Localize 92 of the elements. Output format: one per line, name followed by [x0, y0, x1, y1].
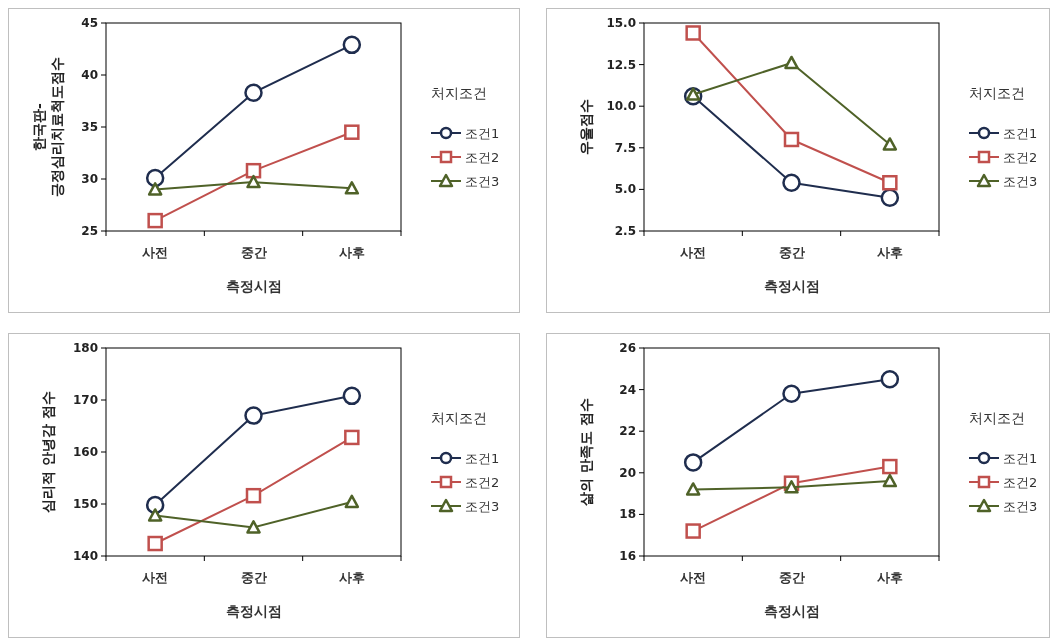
x-tick-label: 사후 [338, 245, 365, 260]
y-tick-label: 180 [72, 341, 98, 355]
point [880, 188, 900, 207]
y-axis-title: 우울점수 [578, 99, 594, 155]
y-tick-label: 40 [81, 68, 98, 82]
point [683, 453, 703, 472]
legend-label: 조건2 [465, 475, 500, 490]
x-tick-label: 중간 [778, 570, 805, 585]
y-tick-label: 35 [81, 120, 98, 134]
x-tick-label: 사전 [680, 570, 707, 585]
y-tick-label: 25 [81, 224, 98, 238]
point [685, 87, 701, 101]
point [147, 212, 163, 229]
point [882, 473, 898, 488]
point [245, 487, 262, 504]
point [784, 55, 799, 70]
x-tick-label: 사전 [142, 570, 169, 585]
point [246, 174, 261, 189]
x-tick-label: 사전 [142, 245, 169, 260]
legend-label: 조건2 [1003, 150, 1038, 165]
point [784, 480, 799, 494]
x-axis-title: 측정시점 [225, 603, 282, 619]
x-tick-label: 사전 [680, 245, 707, 260]
x-axis-title: 측정시점 [225, 278, 282, 294]
point [344, 124, 360, 140]
point [782, 384, 801, 404]
legend-label: 조건1 [465, 451, 500, 466]
y-tick-label: 170 [72, 393, 98, 407]
legend-title: 처지조건 [969, 85, 1025, 101]
y-tick-label: 12.5 [606, 57, 636, 72]
x-axis-title: 측정시점 [763, 603, 820, 619]
legend-label: 조건1 [1003, 126, 1038, 141]
point [882, 458, 898, 475]
y-tick-label: 150 [72, 497, 98, 511]
point [145, 168, 165, 188]
y-tick-label: 45 [81, 16, 98, 30]
x-tick-label: 사후 [876, 245, 903, 260]
point [782, 173, 801, 192]
y-tick-label: 26 [619, 341, 636, 355]
point [245, 162, 262, 179]
point [344, 181, 360, 195]
point [342, 35, 362, 55]
point [342, 386, 362, 406]
point [244, 406, 263, 425]
legend-label: 조건2 [1003, 475, 1038, 490]
legend-label: 조건3 [465, 499, 500, 514]
x-tick-label: 중간 [778, 245, 805, 260]
point [344, 429, 360, 446]
legend-title: 처지조건 [969, 410, 1025, 426]
point [244, 83, 263, 102]
legend-label: 조건3 [1003, 499, 1038, 514]
y-axis-title: 삶의 만족도 점수 [578, 398, 594, 506]
y-tick-label: 140 [72, 549, 98, 563]
point [882, 137, 898, 151]
y-tick-label: 7.5 [614, 140, 636, 155]
x-tick-label: 사후 [338, 570, 365, 585]
point [147, 182, 163, 196]
x-tick-label: 중간 [240, 245, 267, 260]
x-axis-title: 측정시점 [763, 278, 820, 294]
legend-title: 처지조건 [431, 410, 487, 426]
point [685, 523, 701, 539]
point [685, 482, 701, 496]
y-axis-title: 심리적 안녕감 점수 [40, 391, 56, 513]
legend-title: 처지조건 [431, 85, 487, 101]
point [882, 174, 898, 191]
point [145, 495, 165, 515]
point [685, 25, 701, 41]
y-tick-label: 30 [81, 172, 98, 186]
y-tick-label: 10.0 [606, 99, 636, 114]
point [147, 508, 163, 522]
y-tick-label: 5.0 [614, 182, 636, 197]
legend-label: 조건3 [465, 174, 500, 189]
legend-label: 조건3 [1003, 174, 1038, 189]
y-tick-label: 18 [619, 507, 636, 522]
point [880, 369, 900, 389]
y-tick-label: 22 [619, 424, 636, 439]
legend-label: 조건2 [465, 150, 500, 165]
y-tick-label: 20 [619, 465, 636, 480]
y-tick-label: 16 [619, 549, 636, 563]
point [246, 520, 261, 534]
y-tick-label: 15.0 [606, 16, 636, 30]
x-tick-label: 사후 [876, 570, 903, 585]
point [783, 131, 800, 148]
y-tick-label: 24 [619, 382, 636, 397]
legend-label: 조건1 [465, 126, 500, 141]
point [344, 494, 360, 509]
y-tick-label: 160 [72, 445, 98, 459]
y-tick-label: 2.5 [614, 224, 636, 238]
y-axis-title: 한국판- 긍정심리치료척도점수 [31, 57, 65, 197]
x-tick-label: 중간 [240, 570, 267, 585]
point [147, 535, 163, 552]
legend-label: 조건1 [1003, 451, 1038, 466]
